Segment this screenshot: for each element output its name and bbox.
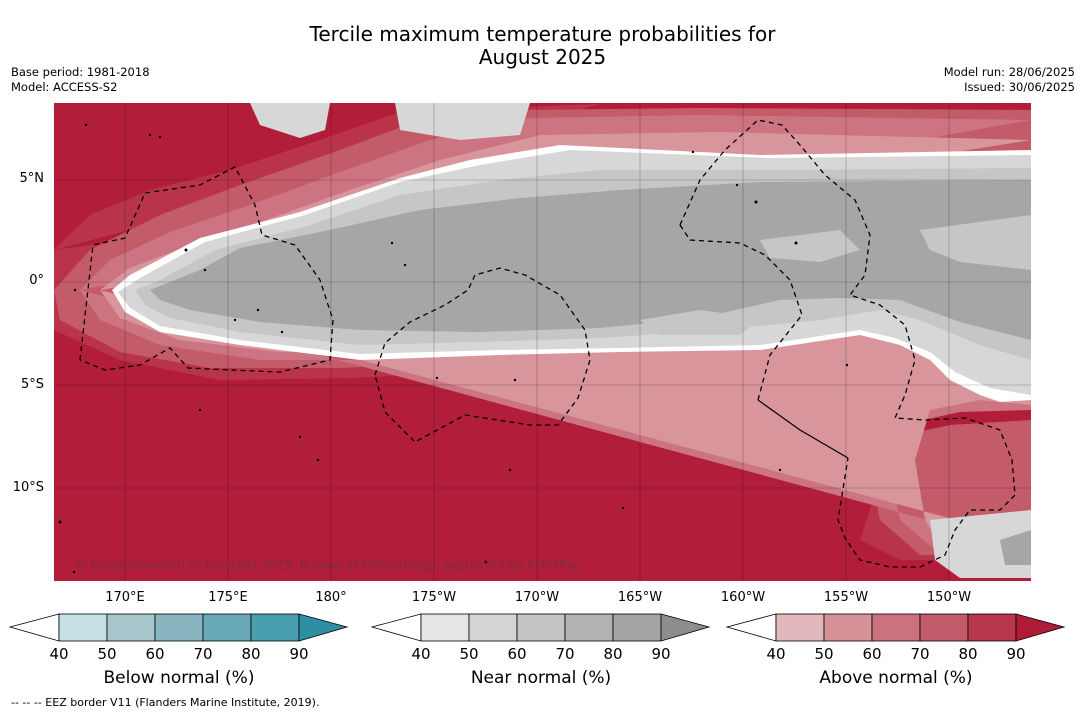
eez-solid-border: [757, 399, 849, 459]
near-50-island-northeast: [395, 103, 530, 140]
above-normal-label: Above normal (%): [819, 668, 973, 688]
map-title-line-2: August 2025: [478, 45, 607, 69]
model-name-text: Model: ACCESS-S2: [11, 80, 118, 94]
colorbar-below-normal: [8, 613, 349, 642]
lon-label-155w: 155°W: [823, 590, 869, 605]
near-normal-tick: 60: [507, 645, 527, 663]
below-normal-label: Below normal (%): [103, 668, 255, 688]
near-60-patch-east: [920, 215, 1031, 270]
lon-label-160w: 160°W: [720, 590, 766, 605]
below-normal-tick: 90: [289, 645, 309, 663]
lon-label-150w: 150°W: [926, 590, 972, 605]
above-normal-tick: 70: [910, 645, 930, 663]
map-contours: [54, 103, 1031, 581]
near-70-island-east: [1000, 530, 1031, 565]
near-normal-label: Near normal (%): [470, 668, 612, 688]
copyright-notice: © Commonwealth of Australia 2025, Bureau…: [75, 558, 581, 572]
lon-label-170e: 170°E: [105, 590, 145, 605]
above-normal-tick: 40: [766, 645, 786, 663]
lat-label-10s: 10°S: [12, 480, 44, 495]
near-normal-tick: 80: [603, 645, 623, 663]
below-normal-tick: 70: [193, 645, 213, 663]
issued-date-text: Issued: 30/06/2025: [964, 80, 1075, 94]
eez-border-legend: -- -- -- EEZ border V11 (Flanders Marine…: [11, 696, 320, 709]
near-50-island-north: [250, 103, 330, 138]
above-normal-tick: 50: [814, 645, 834, 663]
near-normal-tick: 70: [555, 645, 575, 663]
above-normal-tick: 90: [1006, 645, 1026, 663]
map-title-line-1: Tercile maximum temperature probabilitie…: [309, 22, 776, 46]
above-normal-tick: 80: [958, 645, 978, 663]
lon-label-165w: 165°W: [617, 590, 663, 605]
near-60-patch-south: [640, 310, 760, 335]
below-normal-tick: 40: [49, 645, 69, 663]
model-run-text: Model run: 28/06/2025: [943, 65, 1075, 79]
lat-label-5s: 5°S: [20, 377, 44, 392]
colorbar-above-normal: [725, 613, 1066, 642]
lon-label-175w: 175°W: [411, 590, 457, 605]
below-normal-tick: 60: [145, 645, 165, 663]
below-normal-tick: 50: [97, 645, 117, 663]
island-dots: [58, 123, 849, 574]
lat-label-5n: 5°N: [19, 171, 45, 186]
near-60-patch-center: [760, 230, 860, 262]
below-normal-tick: 80: [241, 645, 261, 663]
near-normal-tick: 40: [411, 645, 431, 663]
lon-label-170w: 170°W: [514, 590, 560, 605]
eez-borders: [79, 119, 1016, 568]
colorbar-near-normal: [370, 613, 711, 642]
near-normal-tick: 90: [651, 645, 671, 663]
base-period-text: Base period: 1981-2018: [11, 65, 150, 79]
lon-label-180: 180°: [315, 590, 347, 605]
near-normal-tick: 50: [459, 645, 479, 663]
above-normal-tick: 60: [862, 645, 882, 663]
lat-label-0: 0°: [29, 273, 44, 288]
lon-label-175e: 175°E: [208, 590, 248, 605]
near-70-band: [150, 180, 1031, 340]
map-gridlines: [54, 103, 1031, 581]
